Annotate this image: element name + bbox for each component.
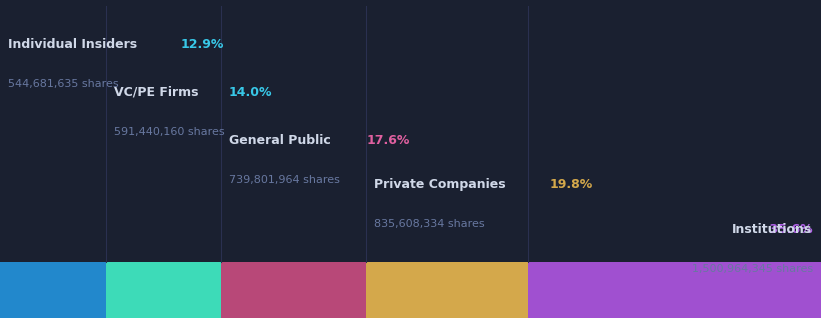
Text: 544,681,635 shares: 544,681,635 shares <box>8 80 119 89</box>
Text: 35.6%: 35.6% <box>765 223 813 236</box>
Text: 835,608,334 shares: 835,608,334 shares <box>374 219 484 229</box>
Text: VC/PE Firms: VC/PE Firms <box>114 86 203 99</box>
Text: 591,440,160 shares: 591,440,160 shares <box>114 127 225 137</box>
Text: Individual Insiders: Individual Insiders <box>8 38 142 51</box>
Bar <box>529 262 821 318</box>
Text: General Public: General Public <box>229 134 336 147</box>
Text: 12.9%: 12.9% <box>181 38 224 51</box>
Bar <box>0 262 106 318</box>
Text: 739,801,964 shares: 739,801,964 shares <box>229 175 340 185</box>
Text: 19.8%: 19.8% <box>549 178 593 191</box>
Text: 14.0%: 14.0% <box>229 86 273 99</box>
Bar <box>106 262 221 318</box>
Text: 1,500,964,345 shares: 1,500,964,345 shares <box>691 264 813 274</box>
Text: Institutions: Institutions <box>732 223 812 236</box>
Bar <box>221 262 365 318</box>
Text: Private Companies: Private Companies <box>374 178 510 191</box>
Bar <box>365 262 529 318</box>
Text: 17.6%: 17.6% <box>366 134 410 147</box>
